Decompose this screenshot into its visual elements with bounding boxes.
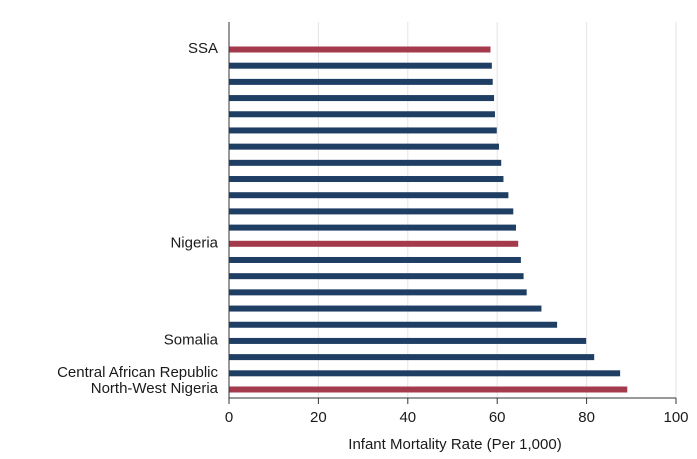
bar-nigeria <box>229 240 519 247</box>
x-tick-label: 100 <box>663 409 688 426</box>
x-tick-label: 20 <box>310 409 327 426</box>
x-tick-label: 80 <box>578 409 595 426</box>
category-labels: SSA Nigeria Somalia Central African Republi… <box>57 40 219 397</box>
bar-north-west-nigeria <box>229 386 628 393</box>
bar-row-11 <box>229 208 514 215</box>
category-label: Somalia <box>164 331 219 348</box>
x-tick-label: 0 <box>225 409 233 426</box>
category-label: SSA <box>188 40 218 57</box>
bar-row-7 <box>229 143 499 150</box>
bars <box>229 46 628 393</box>
bar-row-3 <box>229 78 493 85</box>
bar-row-18 <box>229 321 558 328</box>
bar-central-african-republic <box>229 370 621 377</box>
axes: 0 20 40 60 80 100 <box>225 22 689 426</box>
bar-row-20 <box>229 354 595 361</box>
x-axis-title: Infant Mortality Rate (Per 1,000) <box>348 436 561 453</box>
bar-row-17 <box>229 305 542 312</box>
bar-row-9 <box>229 176 504 183</box>
bar-row-16 <box>229 289 527 296</box>
bar-row-14 <box>229 256 521 263</box>
bar-row-15 <box>229 273 524 280</box>
category-label: Nigeria <box>170 234 218 251</box>
bar-row-8 <box>229 159 502 166</box>
category-label: Central African Republic <box>57 364 218 381</box>
bar-ssa <box>229 46 491 53</box>
bar-row-5 <box>229 111 495 118</box>
bar-row-12 <box>229 224 516 231</box>
bar-somalia <box>229 337 587 344</box>
bar-row-4 <box>229 95 495 102</box>
x-tick-label: 60 <box>489 409 506 426</box>
bar-row-10 <box>229 192 509 199</box>
category-label: North-West Nigeria <box>91 380 219 397</box>
bar-row-6 <box>229 127 497 134</box>
x-tick-label: 40 <box>399 409 416 426</box>
bar-row-2 <box>229 62 492 69</box>
